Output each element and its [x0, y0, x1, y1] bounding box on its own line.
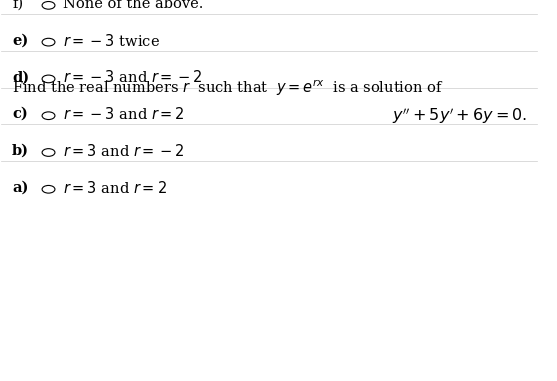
Text: d): d) [12, 70, 29, 84]
Text: c): c) [12, 107, 28, 121]
Text: e): e) [12, 34, 28, 48]
Text: None of the above.: None of the above. [63, 0, 203, 11]
Text: $y'' + 5y' + 6y = 0.$: $y'' + 5y' + 6y = 0.$ [392, 106, 527, 126]
Text: a): a) [12, 181, 28, 195]
Text: $r = -3$ twice: $r = -3$ twice [63, 32, 160, 48]
Text: $r = 3$ and $r = 2$: $r = 3$ and $r = 2$ [63, 180, 167, 196]
Text: b): b) [12, 144, 29, 158]
Text: $r = 3$ and $r = -2$: $r = 3$ and $r = -2$ [63, 143, 185, 159]
Text: $r = -3$ and $r = 2$: $r = -3$ and $r = 2$ [63, 106, 185, 122]
Text: $r = -3$ and $r = -2$: $r = -3$ and $r = -2$ [63, 69, 203, 85]
Text: Find the real numbers $r$  such that  $y = e^{rx}$  is a solution of: Find the real numbers $r$ such that $y =… [12, 77, 443, 98]
Text: f): f) [12, 0, 23, 11]
